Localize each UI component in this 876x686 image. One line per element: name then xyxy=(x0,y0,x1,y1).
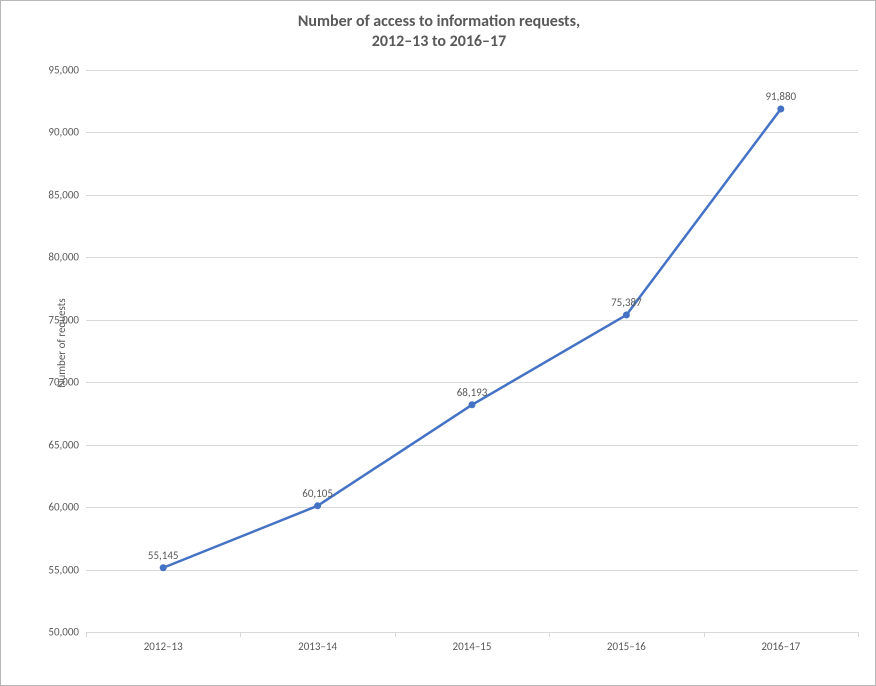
plot-area: 50,00055,00060,00065,00070,00075,00080,0… xyxy=(86,70,858,632)
x-tick-mark xyxy=(549,632,550,637)
chart-title-line1: Number of access to information requests… xyxy=(298,12,580,31)
x-tick-mark xyxy=(858,632,859,637)
line-series xyxy=(86,70,858,632)
data-label: 60,105 xyxy=(302,487,333,500)
y-tick-label: 85,000 xyxy=(48,188,79,201)
y-tick-label: 75,000 xyxy=(48,313,79,326)
data-label: 91,880 xyxy=(765,90,796,103)
y-tick-label: 70,000 xyxy=(48,376,79,389)
y-tick-label: 90,000 xyxy=(48,126,79,139)
data-point xyxy=(623,311,630,318)
chart-title: Number of access to information requests… xyxy=(1,12,876,52)
y-tick-label: 65,000 xyxy=(48,438,79,451)
x-tick-label: 2012–13 xyxy=(144,640,183,653)
y-tick-label: 80,000 xyxy=(48,251,79,264)
y-tick-label: 55,000 xyxy=(48,563,79,576)
x-tick-label: 2013–14 xyxy=(298,640,337,653)
y-tick-label: 60,000 xyxy=(48,501,79,514)
data-point xyxy=(314,502,321,509)
x-tick-mark xyxy=(395,632,396,637)
data-label: 55,145 xyxy=(148,549,179,562)
x-tick-mark xyxy=(86,632,87,637)
x-tick-label: 2014–15 xyxy=(453,640,492,653)
x-tick-mark xyxy=(240,632,241,637)
data-label: 68,193 xyxy=(457,386,488,399)
x-tick-label: 2016–17 xyxy=(761,640,800,653)
data-label: 75,387 xyxy=(611,296,642,309)
data-point xyxy=(777,105,784,112)
x-tick-mark xyxy=(704,632,705,637)
chart-title-line2: 2012–13 to 2016–17 xyxy=(372,32,506,51)
y-tick-label: 95,000 xyxy=(48,64,79,77)
data-point xyxy=(160,564,167,571)
y-axis-label: Number of requests xyxy=(55,298,68,387)
series-line xyxy=(163,109,781,568)
chart-frame: Number of access to information requests… xyxy=(0,0,876,686)
grid-line xyxy=(86,632,858,633)
data-point xyxy=(469,401,476,408)
y-tick-label: 50,000 xyxy=(48,626,79,639)
x-tick-label: 2015–16 xyxy=(607,640,646,653)
